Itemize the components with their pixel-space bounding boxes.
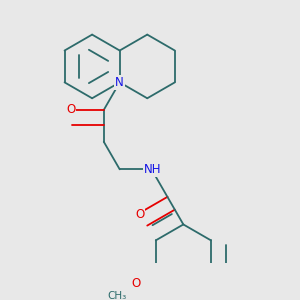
- Text: O: O: [135, 208, 145, 221]
- Text: CH₃: CH₃: [108, 291, 127, 300]
- Text: O: O: [132, 277, 141, 290]
- Text: O: O: [66, 103, 75, 116]
- Text: N: N: [115, 76, 124, 89]
- Text: NH: NH: [144, 163, 162, 176]
